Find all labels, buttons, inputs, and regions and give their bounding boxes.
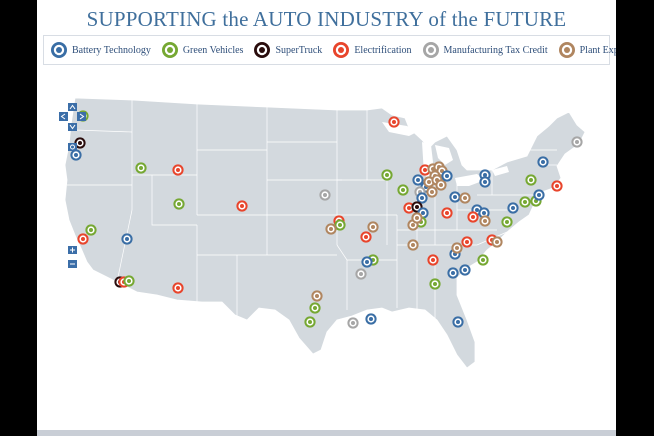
plant-expansion-site-marker[interactable] (311, 290, 323, 302)
legend-label: Battery Technology (72, 44, 151, 56)
pan-right-button[interactable] (77, 112, 86, 121)
battery-technology-site-marker[interactable] (70, 149, 82, 161)
chevron-right-icon (79, 113, 85, 120)
legend-item-manufacturing-tax-credit[interactable]: Manufacturing Tax Credit (422, 41, 548, 59)
green-vehicles-site-marker[interactable] (173, 198, 185, 210)
plant-expansion-site-marker[interactable] (325, 223, 337, 235)
legend-label: Green Vehicles (182, 44, 244, 56)
electrification-site-marker[interactable] (467, 211, 479, 223)
chevron-up-icon (69, 104, 76, 110)
page-title: SUPPORTING the AUTO INDUSTRY of the FUTU… (86, 7, 567, 31)
legend-item-supertruck[interactable]: SuperTruck (253, 41, 322, 59)
legend-label: Manufacturing Tax Credit (443, 44, 548, 56)
green-vehicles-site-marker[interactable] (309, 302, 321, 314)
bottom-border (37, 430, 616, 436)
battery-technology-site-marker[interactable] (121, 233, 133, 245)
chevron-left-icon (60, 113, 66, 120)
green-vehicles-site-marker[interactable] (477, 254, 489, 266)
battery-technology-site-marker[interactable] (459, 264, 471, 276)
legend-label: Plant Expansion (579, 44, 616, 56)
electrification-site-marker[interactable] (77, 233, 89, 245)
electrification-site-marker[interactable] (360, 231, 372, 243)
green-vehicles-site-marker[interactable] (429, 278, 441, 290)
us-land-area (64, 97, 586, 369)
map-panel: SUPPORTING the AUTO INDUSTRY of the FUTU… (37, 0, 616, 436)
supertruck-site-marker[interactable] (74, 137, 86, 149)
site-markers (70, 110, 583, 329)
battery-technology-site-marker[interactable] (479, 176, 491, 188)
manufacturing-tax-credit-site-marker[interactable] (319, 189, 331, 201)
plant-expansion-site-marker[interactable] (451, 242, 463, 254)
plant-expansion-site-marker[interactable] (435, 179, 447, 191)
legend-item-electrification[interactable]: Electrification (332, 41, 412, 59)
plant-expansion-site-marker[interactable] (407, 239, 419, 251)
legend-item-plant-expansion[interactable]: Plant Expansion (558, 41, 616, 59)
manufacturing-tax-credit-site-marker[interactable] (347, 317, 359, 329)
electrification-site-marker[interactable] (172, 164, 184, 176)
manufacturing-tax-credit-site-marker[interactable] (571, 136, 583, 148)
legend-item-green-vehicles[interactable]: Green Vehicles (161, 41, 244, 59)
plant-expansion-site-marker[interactable] (459, 192, 471, 204)
great-lakes (382, 122, 509, 186)
electrification-site-marker[interactable] (172, 282, 184, 294)
zoom-reset-button[interactable] (68, 143, 77, 151)
pan-left-button[interactable] (59, 112, 68, 121)
green-vehicles-site-marker[interactable] (397, 184, 409, 196)
battery-technology-marker-icon (51, 42, 67, 58)
manufacturing-tax-credit-site-marker[interactable] (355, 268, 367, 280)
battery-technology-site-marker[interactable] (449, 191, 461, 203)
plant-expansion-site-marker[interactable] (426, 186, 438, 198)
battery-technology-site-marker[interactable] (412, 174, 424, 186)
electrification-site-marker[interactable] (236, 200, 248, 212)
green-vehicles-site-marker[interactable] (123, 275, 135, 287)
pan-down-button[interactable] (68, 123, 77, 131)
plant-expansion-site-marker[interactable] (411, 212, 423, 224)
battery-technology-site-marker[interactable] (361, 256, 373, 268)
supertruck-marker-icon (254, 42, 271, 58)
battery-technology-site-marker[interactable] (452, 316, 464, 328)
electrification-site-marker[interactable] (427, 254, 439, 266)
us-map[interactable] (37, 70, 616, 430)
electrification-site-marker[interactable] (551, 180, 563, 192)
battery-technology-site-marker[interactable] (507, 202, 519, 214)
battery-technology-site-marker[interactable] (447, 267, 459, 279)
green-vehicles-site-marker[interactable] (304, 316, 316, 328)
pan-up-button[interactable] (68, 103, 77, 111)
plant-expansion-site-marker[interactable] (367, 221, 379, 233)
battery-technology-site-marker[interactable] (533, 189, 545, 201)
green-vehicles-site-marker[interactable] (85, 224, 97, 236)
reset-icon (70, 144, 75, 150)
battery-technology-site-marker[interactable] (365, 313, 377, 325)
battery-technology-site-marker[interactable] (416, 192, 428, 204)
green-vehicles-site-marker[interactable] (519, 196, 531, 208)
map-controls (59, 103, 86, 268)
legend: Battery Technology Green Vehicles SuperT… (43, 35, 616, 65)
legend-label: SuperTruck (275, 44, 323, 56)
legend-label: Electrification (354, 44, 412, 56)
electrification-site-marker[interactable] (419, 164, 431, 176)
chevron-down-icon (69, 124, 76, 130)
battery-technology-site-marker[interactable] (441, 170, 453, 182)
green-vehicles-site-marker[interactable] (334, 219, 346, 231)
plant-expansion-site-marker[interactable] (491, 236, 503, 248)
battery-technology-site-marker[interactable] (537, 156, 549, 168)
green-vehicles-site-marker[interactable] (135, 162, 147, 174)
legend-item-battery-technology[interactable]: Battery Technology (50, 41, 151, 59)
plant-expansion-marker-icon (558, 42, 575, 58)
electrification-site-marker[interactable] (461, 236, 473, 248)
electrification-site-marker[interactable] (441, 207, 453, 219)
green-vehicles-site-marker[interactable] (525, 174, 537, 186)
electrification-site-marker[interactable] (388, 116, 400, 128)
electrification-marker-icon (333, 42, 350, 58)
green-vehicles-site-marker[interactable] (381, 169, 393, 181)
manufacturing-tax-credit-marker-icon (422, 42, 439, 58)
plus-icon (70, 247, 75, 253)
green-vehicles-site-marker[interactable] (501, 216, 513, 228)
green-vehicles-marker-icon (161, 42, 178, 58)
plant-expansion-site-marker[interactable] (479, 215, 491, 227)
